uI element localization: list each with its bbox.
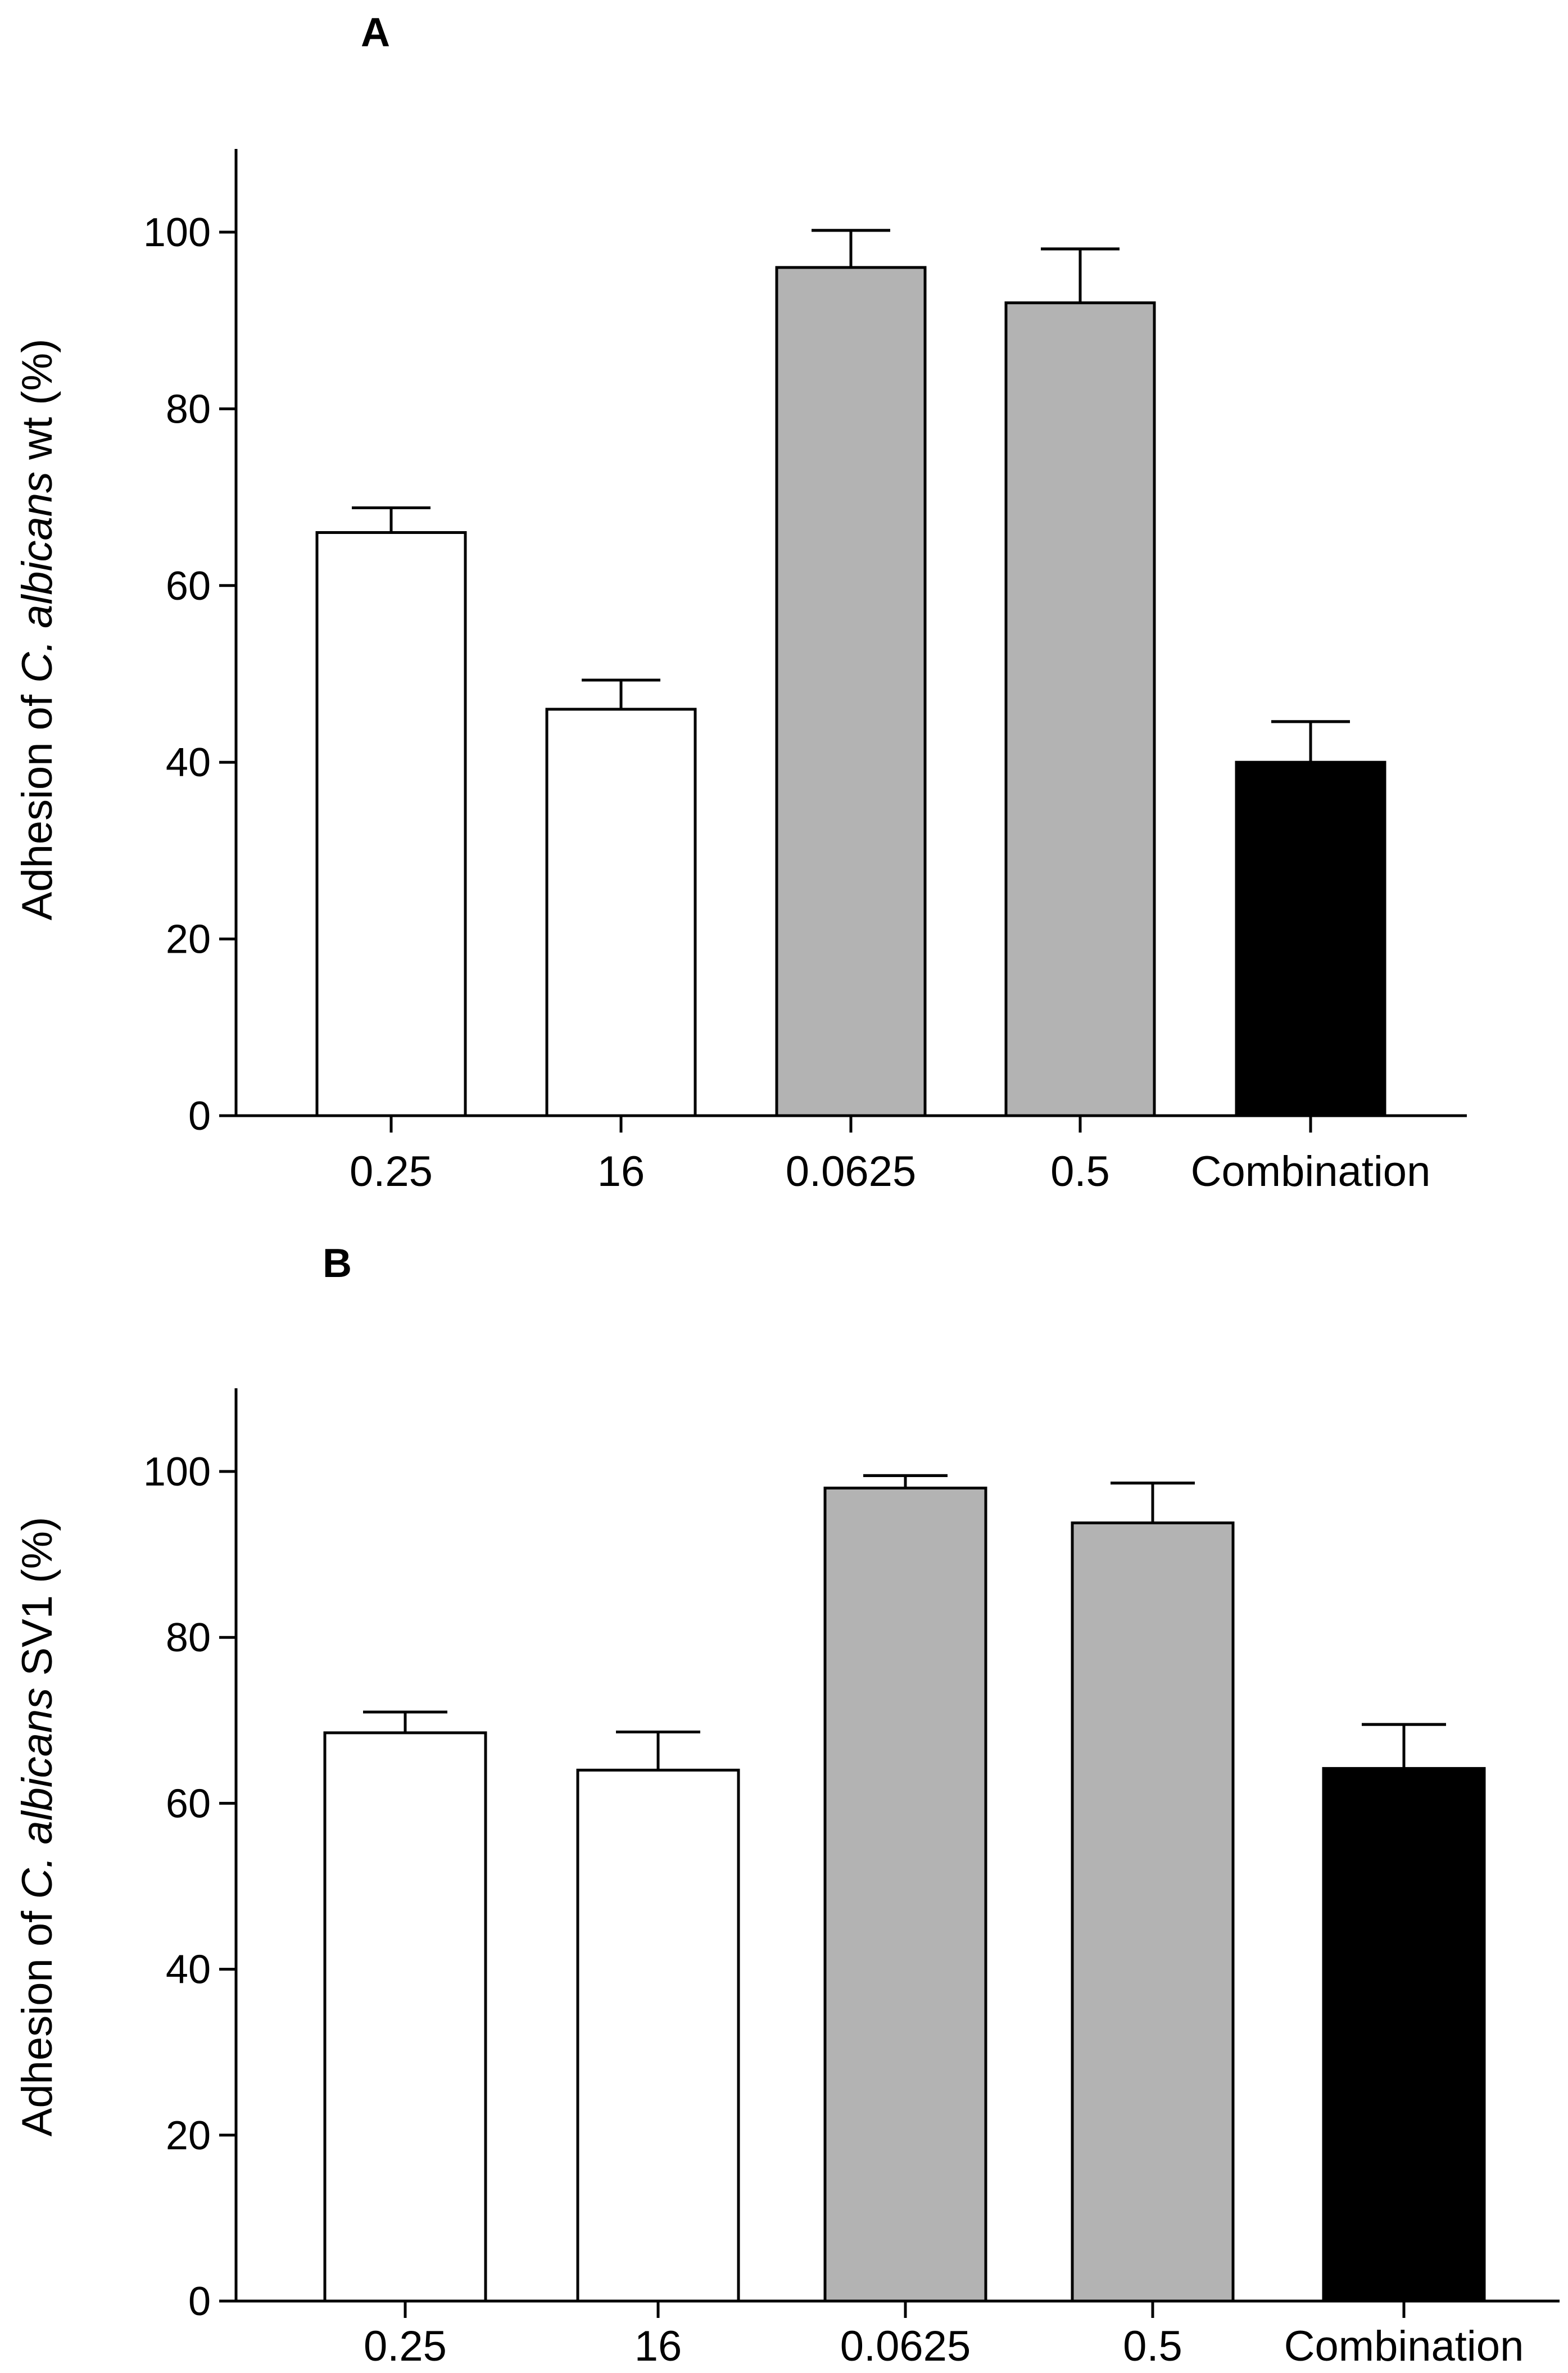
y-tick-label-a-80: 80 bbox=[166, 387, 211, 432]
y-axis-label-a: Adhesion of C. albicans wt (%) bbox=[13, 339, 61, 921]
x-tick-label-b-0-0625: 0.0625 bbox=[840, 2322, 971, 2370]
x-tick-label-a-16: 16 bbox=[597, 1148, 645, 1195]
y-axis-label-a-prefix: Adhesion of bbox=[13, 683, 61, 921]
x-tick-label-b-16: 16 bbox=[635, 2322, 682, 2370]
bar-a-0-5 bbox=[1004, 301, 1156, 1117]
x-tick-label-a-0-0625: 0.0625 bbox=[786, 1148, 916, 1195]
panel-label-b: B bbox=[323, 1241, 352, 1286]
x-tick-label-a-0-5: 0.5 bbox=[1050, 1148, 1110, 1195]
y-tick-label-b-40: 40 bbox=[166, 1948, 211, 1992]
bar-a-combination bbox=[1235, 760, 1386, 1117]
y-axis-label-b: Adhesion of C. albicans SV1 (%) bbox=[13, 1517, 61, 2137]
y-tick-label-b-80: 80 bbox=[166, 1615, 211, 1660]
x-tick-label-b-0-5: 0.5 bbox=[1123, 2322, 1182, 2370]
bar-b-0-5 bbox=[1071, 1521, 1235, 2303]
y-axis-label-a-suffix: wt (%) bbox=[13, 339, 61, 472]
y-tick-label-a-20: 20 bbox=[166, 917, 211, 962]
y-tick-label-b-60: 60 bbox=[166, 1781, 211, 1826]
y-axis-label-b-suffix: SV1 (%) bbox=[13, 1517, 61, 1688]
x-tick-label-b-combination: Combination bbox=[1284, 2322, 1524, 2370]
x-tick-label-a-0-25: 0.25 bbox=[350, 1148, 433, 1195]
chart-panel-b: B Adhesion of C. albicans SV1 (%) 0 20 40 6… bbox=[13, 1241, 1560, 2370]
y-tick-label-b-0: 0 bbox=[188, 2279, 211, 2324]
y-tick-label-a-60: 60 bbox=[166, 564, 211, 609]
y-axis-label-b-prefix: Adhesion of bbox=[13, 1899, 61, 2137]
bar-a-0-0625 bbox=[775, 266, 927, 1117]
y-tick-label-a-0: 0 bbox=[188, 1094, 211, 1139]
y-axis-label-a-species: C. albicans bbox=[13, 472, 61, 683]
x-tick-label-b-0-25: 0.25 bbox=[364, 2322, 447, 2370]
y-tick-label-b-100: 100 bbox=[143, 1450, 211, 1495]
bar-b-0-25 bbox=[323, 1731, 487, 2303]
x-tick-label-a-combination: Combination bbox=[1191, 1148, 1431, 1195]
bar-b-combination bbox=[1322, 1767, 1486, 2303]
bar-b-0-0625 bbox=[823, 1487, 987, 2303]
bar-a-0-25 bbox=[315, 531, 467, 1117]
y-axis-label-b-species: C. albicans bbox=[13, 1688, 61, 1899]
y-tick-label-a-40: 40 bbox=[166, 740, 211, 785]
y-tick-label-b-20: 20 bbox=[166, 2113, 211, 2158]
panel-label-a: A bbox=[361, 10, 390, 55]
bar-b-16 bbox=[576, 1768, 740, 2303]
chart-panel-a: A Adhesion of C. albicans wt (%) 0 20 40 60… bbox=[13, 10, 1467, 1195]
y-tick-label-a-100: 100 bbox=[143, 210, 211, 255]
bar-a-16 bbox=[545, 708, 697, 1117]
